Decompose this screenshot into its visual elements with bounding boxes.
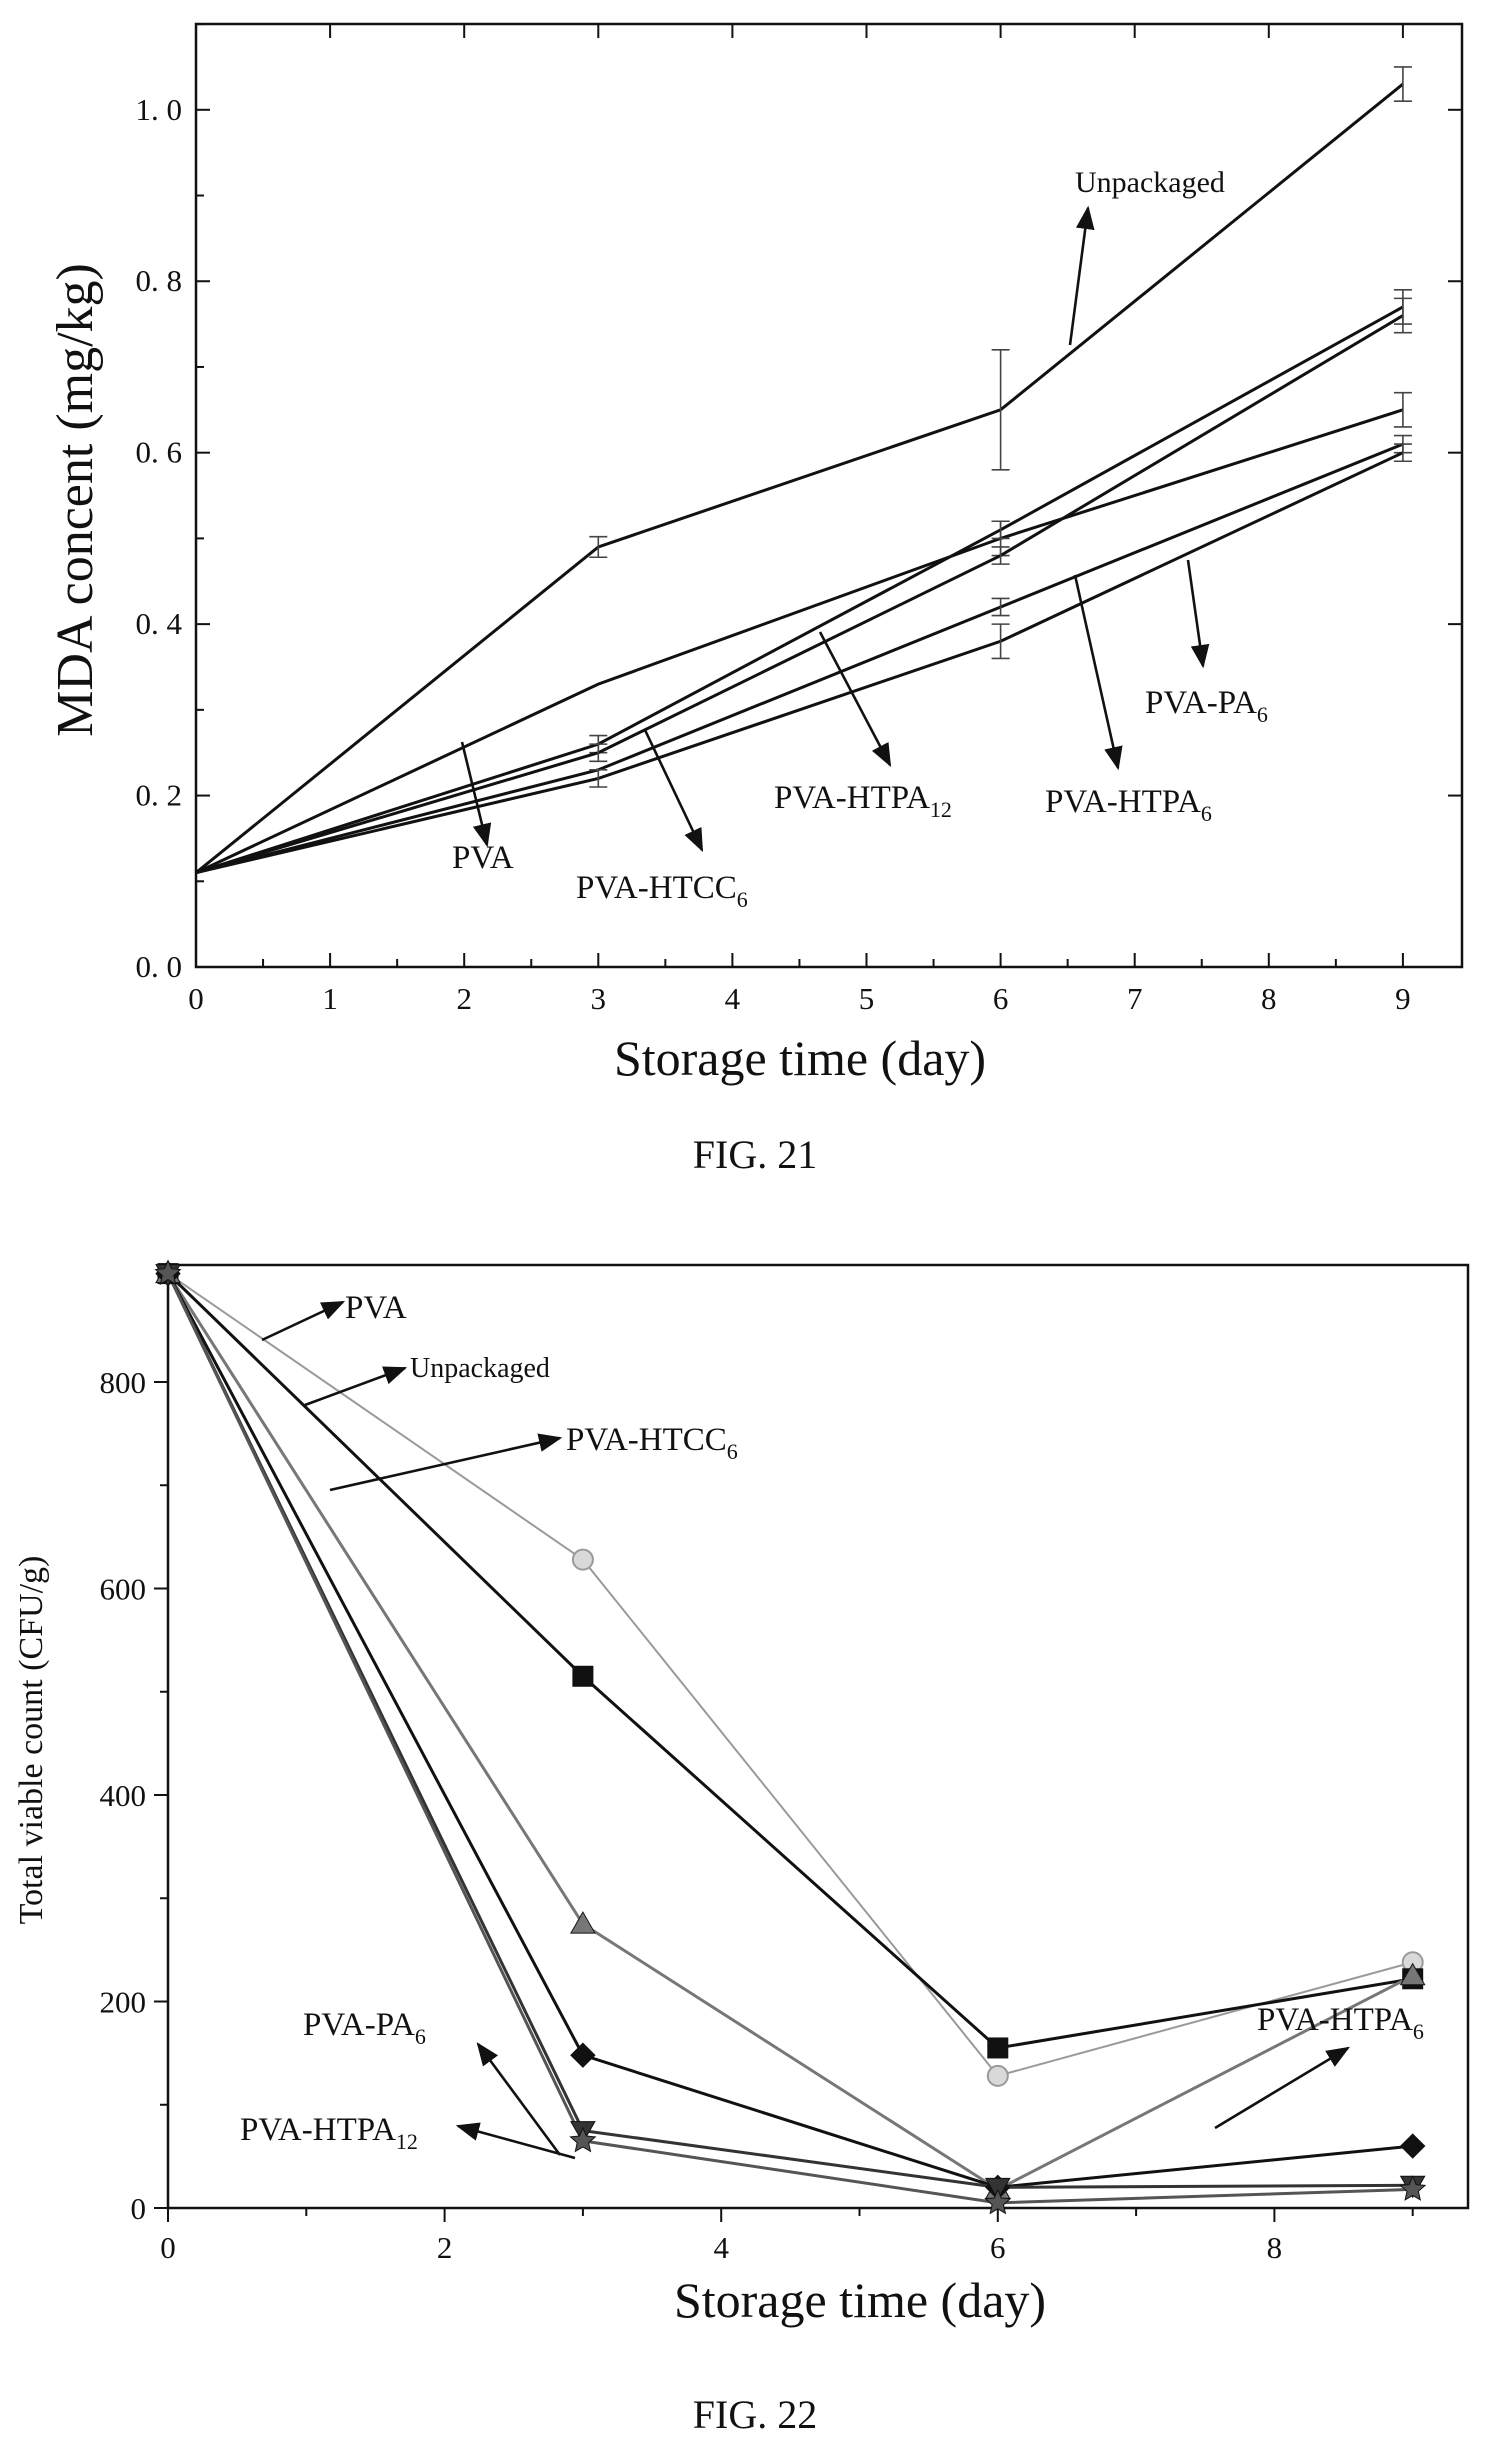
fig22-annotation-label: PVA [345,1290,407,1326]
fig21-y-tick-label: 0. 2 [136,778,183,813]
fig21-annotation-arrow [818,631,892,768]
fig22-annotation-arrow [476,2042,562,2156]
fig21-annotation-arrow [1073,574,1123,771]
fig21-y-tick-label: 0. 8 [136,263,183,298]
fig22-y-tick-label: 200 [100,1985,147,2020]
fig22-data-point [984,2188,1012,2215]
fig21-y-tick-label: 0. 6 [136,435,183,470]
fig22-annotation-label: PVA-HTPA6 [1257,2002,1424,2044]
fig22-chart: 0 2 4 6 8 0 200 400 600 800 Storage time (day) Tota… [13,1259,1470,2437]
fig22-data-point [1399,2175,1427,2201]
fig22-series-line [166,1272,1413,2205]
fig21-x-tick-label: 0 [188,981,204,1016]
fig22-data-point [1399,2133,1426,2159]
fig22-y-tick-label: 400 [100,1778,147,1813]
fig21-annotation-label: Unpackaged [1075,166,1225,199]
fig21-x-tick-label: 6 [993,981,1009,1016]
fig22-annotation-arrow [261,1300,346,1342]
fig22-data-point [1399,1962,1426,1986]
fig22-y-tick-label: 600 [100,1572,147,1607]
fig22-annotation-label: PVA-HTPA12 [240,2112,418,2154]
fig22-x-tick-label: 6 [990,2230,1006,2265]
fig22-x-axis-label: Storage time (day) [674,2272,1046,2328]
fig22-plot-frame [166,1263,1470,2210]
fig21-x-tick-label: 5 [859,981,875,1016]
fig21-caption: FIG. 21 [693,1132,817,1177]
fig21-series-line [195,451,1404,875]
fig22-series-line [166,1272,1413,2050]
fig21-y-tick-label: 0. 0 [136,949,183,984]
fig21-x-tick-label: 1 [322,981,338,1016]
fig22-x-tick-label: 0 [160,2230,176,2265]
fig22-annotation-label: PVA-HTCC6 [566,1422,738,1464]
fig22-data-point [570,2042,596,2068]
fig22-series-line [166,1272,1413,2189]
fig22-annotation-arrow [329,1433,563,1492]
fig22-annotation-arrow [1214,2046,1351,2130]
fig22-data-point [570,1911,596,1934]
fig22-data-point [571,1548,594,1571]
fig21-annotation-arrow [1186,559,1210,669]
fig21-annotation-arrow [1068,205,1095,346]
fig21-chart: 0 1 2 3 4 5 6 7 8 9 0. 0 0. 2 0. 4 0. 6 0. 8 1. 0 Storag… [47,22,1464,1177]
fig22-data-point [569,2126,597,2153]
fig21-y-axis-label: MDA concent (mg/kg) [47,263,104,737]
fig21-x-tick-label: 4 [725,981,741,1016]
fig21-annotation-label: PVA-PA6 [1145,685,1268,727]
fig21-y-tick-label: 0. 4 [136,606,183,641]
fig22-data-point [572,1665,594,1687]
fig22-x-tick-label: 2 [437,2230,453,2265]
fig22-y-axis-label: Total viable count (CFU/g) [13,1556,50,1925]
fig21-annotation-label: PVA-HTPA6 [1045,784,1212,826]
fig21-x-tick-label: 2 [456,981,472,1016]
fig21-x-tick-label: 3 [591,981,607,1016]
fig22-series-line [166,1272,1413,2189]
fig21-annotation-arrow [643,729,704,853]
fig22-y-tick-label: 0 [131,2191,147,2226]
fig22-annotation-arrow [304,1366,408,1407]
fig22-annotation-arrow [455,2122,576,2160]
fig21-x-tick-label: 9 [1395,981,1411,1016]
fig22-series-line [166,1272,1414,2192]
fig22-x-tick-label: 8 [1267,2230,1283,2265]
fig21-annotation-label: PVA-HTCC6 [576,870,748,912]
fig21-annotation-label: PVA [452,840,514,876]
fig21-series-line [195,305,1404,875]
fig21-annotation-arrow [460,741,492,848]
fig21-series-line [195,314,1404,875]
fig22-annotation-label: PVA-PA6 [303,2007,426,2049]
fig21-x-tick-label: 8 [1261,981,1277,1016]
fig21-x-axis-label: Storage time (day) [614,1030,986,1086]
fig21-series-line [195,442,1404,875]
fig22-y-tick-label: 800 [100,1365,147,1400]
fig21-annotation-label: PVA-HTPA12 [774,780,952,822]
fig21-series-line [195,408,1404,875]
fig22-series-line [167,1272,1413,2077]
fig21-y-tick-label: 1. 0 [136,92,183,127]
fig22-caption: FIG. 22 [693,2392,817,2437]
fig21-plot-frame [194,22,1464,969]
fig22-annotation-label: Unpackaged [410,1353,550,1384]
fig21-series-line [195,82,1404,874]
fig22-data-point [987,2037,1009,2059]
fig22-data-point [154,1259,182,1286]
fig21-x-tick-label: 7 [1127,981,1143,1016]
fig22-data-point [986,2064,1009,2087]
fig22-x-tick-label: 4 [713,2230,729,2265]
